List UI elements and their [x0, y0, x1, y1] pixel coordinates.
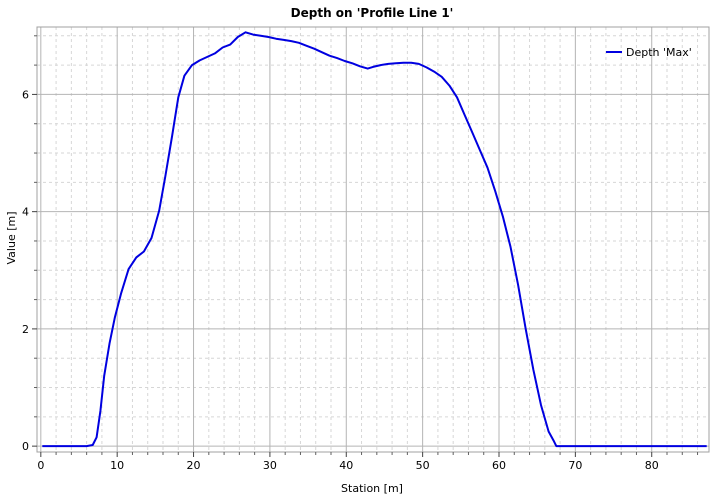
y-tick-label: 6 [22, 88, 29, 101]
y-axis-label: Value [m] [5, 211, 18, 264]
legend-label: Depth 'Max' [626, 46, 692, 59]
y-tick-label: 2 [22, 323, 29, 336]
plot-area-frame [36, 26, 710, 453]
series-layer [42, 31, 707, 448]
x-tick-label: 10 [110, 459, 124, 472]
x-tick-label: 80 [645, 459, 659, 472]
x-tick-label: 0 [37, 459, 44, 472]
minor-grid [37, 27, 709, 452]
y-tick-label: 4 [22, 206, 29, 219]
y-tick-label: 0 [22, 440, 29, 453]
x-tick-label: 20 [187, 459, 201, 472]
chart-title: Depth on 'Profile Line 1' [291, 6, 454, 20]
x-axis-label: Station [m] [341, 482, 403, 495]
x-tick-label: 50 [416, 459, 430, 472]
legend: Depth 'Max' [606, 46, 692, 59]
x-axis: 0 10 20 30 40 50 60 70 80 [37, 452, 699, 472]
major-grid [37, 27, 709, 452]
y-axis: 0 2 4 6 [22, 35, 37, 453]
x-tick-label: 30 [263, 459, 277, 472]
x-tick-label: 70 [568, 459, 582, 472]
x-tick-label: 60 [492, 459, 506, 472]
x-tick-label: 40 [339, 459, 353, 472]
series-line-depth-max [42, 31, 707, 448]
